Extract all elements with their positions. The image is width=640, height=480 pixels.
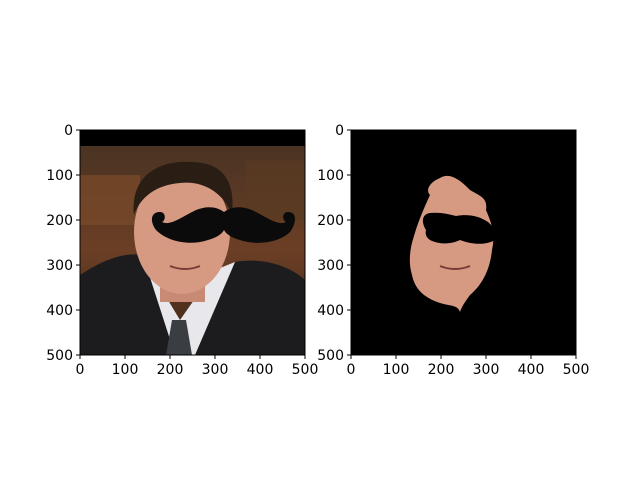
x-tick-label: 300	[473, 362, 500, 378]
right-image-panel	[351, 130, 576, 355]
y-tick-label: 400	[46, 303, 73, 319]
left-axes-frame	[79, 129, 306, 356]
y-tick-label: 0	[335, 123, 344, 139]
mouth	[439, 265, 471, 270]
y-tick-label: 500	[46, 348, 73, 364]
y-tick-label: 200	[317, 213, 344, 229]
x-tick-label: 300	[202, 362, 229, 378]
y-tick-label: 400	[317, 303, 344, 319]
y-tick-label: 100	[46, 168, 73, 184]
x-tick-label: 100	[112, 362, 139, 378]
wood-panel	[245, 160, 305, 220]
x-tick-label: 500	[563, 362, 590, 378]
suit-jacket	[195, 260, 305, 355]
y-tick-label: 100	[317, 168, 344, 184]
y-tick-label: 300	[46, 258, 73, 274]
x-tick-label: 200	[157, 362, 184, 378]
shirt-collar	[145, 262, 235, 355]
x-tick-label: 400	[518, 362, 545, 378]
x-tick-label: 0	[347, 362, 356, 378]
y-tick-label: 200	[46, 213, 73, 229]
y-tick-label: 300	[317, 258, 344, 274]
x-tick-label: 500	[292, 362, 319, 378]
y-tick-label: 0	[64, 123, 73, 139]
right-axes-frame	[350, 129, 577, 356]
necktie	[166, 320, 192, 355]
x-tick-label: 0	[76, 362, 85, 378]
segmented-face	[409, 175, 494, 312]
mustache-cutout	[422, 212, 497, 244]
hair	[133, 161, 233, 215]
left-image-panel	[80, 130, 305, 355]
wood-panel	[80, 175, 140, 225]
x-tick-label: 400	[247, 362, 274, 378]
mouth	[169, 265, 201, 270]
x-tick-label: 200	[428, 362, 455, 378]
mustache	[151, 207, 295, 243]
y-tick-label: 500	[317, 348, 344, 364]
x-tick-label: 100	[383, 362, 410, 378]
black-top-band	[80, 130, 305, 146]
